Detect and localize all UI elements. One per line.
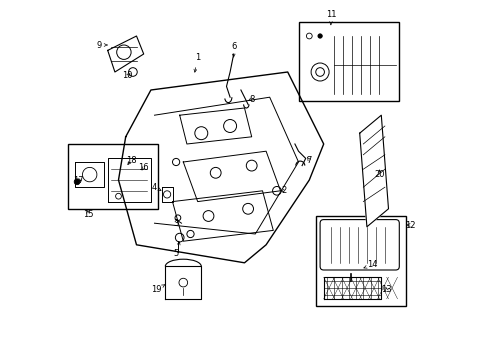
Text: 12: 12 (404, 220, 414, 230)
Text: 6: 6 (230, 42, 236, 57)
Circle shape (74, 179, 80, 185)
Text: 9: 9 (96, 41, 107, 50)
Text: 1: 1 (194, 53, 200, 72)
Text: 3: 3 (173, 219, 179, 228)
Bar (316, 216, 406, 306)
Text: 4: 4 (152, 183, 161, 192)
Text: 16: 16 (138, 163, 149, 172)
Circle shape (317, 34, 322, 38)
Text: 5: 5 (173, 242, 180, 258)
Text: 17: 17 (73, 176, 84, 185)
Text: 19: 19 (151, 285, 164, 294)
Text: 18: 18 (125, 156, 136, 165)
Text: 10: 10 (122, 71, 132, 80)
Text: 14: 14 (363, 260, 377, 269)
Text: 11: 11 (325, 10, 335, 24)
Text: 8: 8 (248, 95, 254, 104)
Bar (298, 22, 399, 101)
Bar (68, 144, 158, 209)
Text: 15: 15 (82, 210, 93, 219)
Text: 13: 13 (381, 285, 391, 294)
Text: 20: 20 (373, 170, 384, 179)
Text: 7: 7 (306, 156, 311, 165)
Polygon shape (359, 115, 387, 227)
Text: 2: 2 (281, 186, 286, 195)
